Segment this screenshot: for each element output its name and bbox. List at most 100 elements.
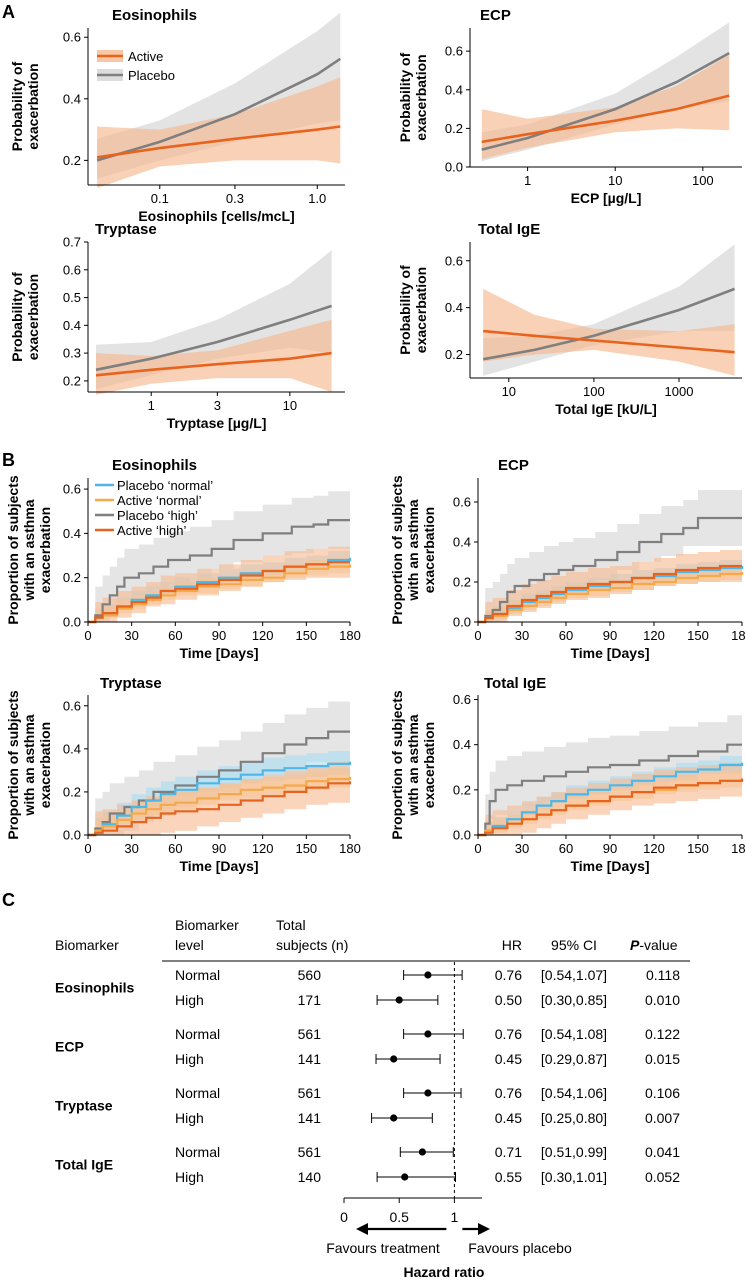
x-tick-label: 90: [603, 628, 617, 643]
legend: Placebo ‘normal’Active ‘normal’Placebo ‘…: [95, 478, 213, 538]
series-line-active-high: [88, 561, 350, 624]
legend-label: Active ‘normal’: [117, 493, 202, 508]
chart-panel-b-total-ige: Total IgE 0 30 60 90 120 150 180 0.0 0.2 0.4 0.6 Tim…: [389, 675, 746, 874]
row-p: 0.007: [645, 1110, 680, 1126]
y-axis-label: with an asthma: [21, 499, 37, 601]
x-tick-label: 120: [252, 841, 274, 856]
row-ci: [0.54,1.08]: [541, 1026, 607, 1042]
row-n: 141: [298, 1110, 322, 1126]
header-n-2: subjects (n): [276, 937, 348, 953]
row-hr: 0.45: [495, 1051, 522, 1067]
hr-point: [424, 971, 432, 979]
series-line-active-high: [478, 564, 742, 624]
x-tick-label: 180: [731, 628, 746, 643]
x-tick-label: 150: [295, 841, 317, 856]
y-axis-label: exacerbation: [421, 507, 437, 593]
y-tick-label: 0.2: [445, 121, 463, 136]
row-p: 0.010: [645, 992, 680, 1008]
legend-label-active: Active: [128, 49, 163, 64]
favours-treatment-label: Favours treatment: [326, 1240, 440, 1256]
chart-panel-a-total-ige: Total IgE 10 100 1000 0.2 0.4 0.6 Total IgE [kU…: [397, 221, 742, 417]
y-tick-label: 0.6: [453, 495, 471, 510]
row-level: High: [175, 992, 204, 1008]
row-n: 561: [298, 1144, 322, 1160]
row-hr: 0.71: [495, 1144, 522, 1160]
chart-panel-a-ecp: ECP 1 10 100 0.0 0.2 0.4 0.6 ECP [µg/L] Probabili…: [397, 7, 742, 206]
y-tick-label: 0.2: [63, 373, 81, 388]
y-tick-label: 0.2: [453, 575, 471, 590]
series-line-placebo: [96, 57, 342, 162]
row-p: 0.015: [645, 1051, 680, 1067]
x-tick-label: 30: [124, 841, 138, 856]
series-line-placebo-high: [88, 730, 350, 837]
header-level-2: level: [175, 937, 204, 953]
x-tick-label: 0: [84, 628, 91, 643]
row-ci: [0.30,0.85]: [541, 992, 607, 1008]
y-tick-label: 0.7: [63, 235, 81, 250]
legend-label: Active ‘high’: [117, 523, 186, 538]
x-tick-label: 1.0: [308, 191, 326, 206]
row-hr: 0.76: [495, 967, 522, 983]
y-tick-label: 0.6: [63, 30, 81, 45]
x-tick-label: 30: [124, 628, 138, 643]
row-hr: 0.45: [495, 1110, 522, 1126]
chart-title: ECP: [480, 7, 511, 24]
favours-placebo-arrowhead: [478, 1223, 490, 1235]
x-tick-label: 1: [148, 398, 155, 413]
x-tick-label: 90: [603, 841, 617, 856]
header-ci: 95% CI: [551, 937, 597, 953]
y-axis-label: exacerbation: [37, 507, 53, 593]
row-level: Normal: [175, 1144, 220, 1160]
hr-point: [424, 1089, 432, 1097]
row-ci: [0.51,0.99]: [541, 1144, 607, 1160]
y-tick-label: 0.3: [63, 346, 81, 361]
chart-title: Eosinophils: [112, 457, 197, 474]
row-ci: [0.54,1.07]: [541, 967, 607, 983]
x-axis-label: Time [Days]: [570, 858, 649, 874]
row-n: 560: [298, 967, 322, 983]
row-ci: [0.25,0.80]: [541, 1110, 607, 1126]
row-level: Normal: [175, 1026, 220, 1042]
x-tick-label: 1: [524, 173, 531, 188]
row-ci: [0.30,1.01]: [541, 1169, 607, 1185]
chart-panel-a-eosinophils: Eosinophils 0.1 0.3 1.0 0.2 0.4 0.6 Eosinophils…: [9, 7, 345, 224]
biomarker-name: Tryptase: [55, 1098, 113, 1114]
y-tick-label: 0.0: [63, 828, 81, 843]
x-tick-label: 30: [515, 841, 529, 856]
x-tick-label: 120: [643, 841, 665, 856]
y-tick-label: 0.2: [63, 784, 81, 799]
row-hr: 0.50: [495, 992, 522, 1008]
forest-x-tick-label: 1: [451, 1209, 459, 1225]
x-tick-label: 10: [283, 398, 297, 413]
row-level: High: [175, 1169, 204, 1185]
y-tick-label: 0.4: [63, 526, 81, 541]
favours-treatment-arrowhead: [356, 1223, 368, 1235]
panel-label-b: B: [2, 450, 15, 470]
y-tick-label: 0.6: [453, 692, 471, 707]
y-tick-label: 0.0: [63, 615, 81, 630]
x-axis-label: Eosinophils [cells/mcL]: [138, 208, 294, 224]
y-tick-label: 0.4: [445, 300, 463, 315]
x-axis-label: Tryptase [µg/L]: [167, 415, 267, 431]
chart-title: Total IgE: [478, 221, 540, 238]
biomarker-name: Eosinophils: [55, 980, 135, 996]
row-p: 0.052: [645, 1169, 680, 1185]
row-hr: 0.76: [495, 1026, 522, 1042]
y-tick-label: 0.5: [63, 290, 81, 305]
hr-point: [390, 1055, 398, 1063]
y-tick-label: 0.2: [453, 782, 471, 797]
y-axis-label: exacerbation: [25, 274, 41, 360]
series-line-placebo-high: [88, 519, 350, 624]
x-tick-label: 150: [687, 628, 709, 643]
hr-point: [401, 1173, 409, 1181]
biomarker-name: ECP: [55, 1039, 84, 1055]
series-line-active: [95, 351, 332, 377]
legend-label: Placebo ‘high’: [117, 508, 198, 523]
x-tick-label: 10: [608, 173, 622, 188]
row-level: Normal: [175, 967, 220, 983]
x-tick-label: 0: [474, 841, 481, 856]
row-ci: [0.54,1.06]: [541, 1085, 607, 1101]
y-tick-label: 0.2: [445, 347, 463, 362]
favours-placebo-label: Favours placebo: [468, 1240, 572, 1256]
